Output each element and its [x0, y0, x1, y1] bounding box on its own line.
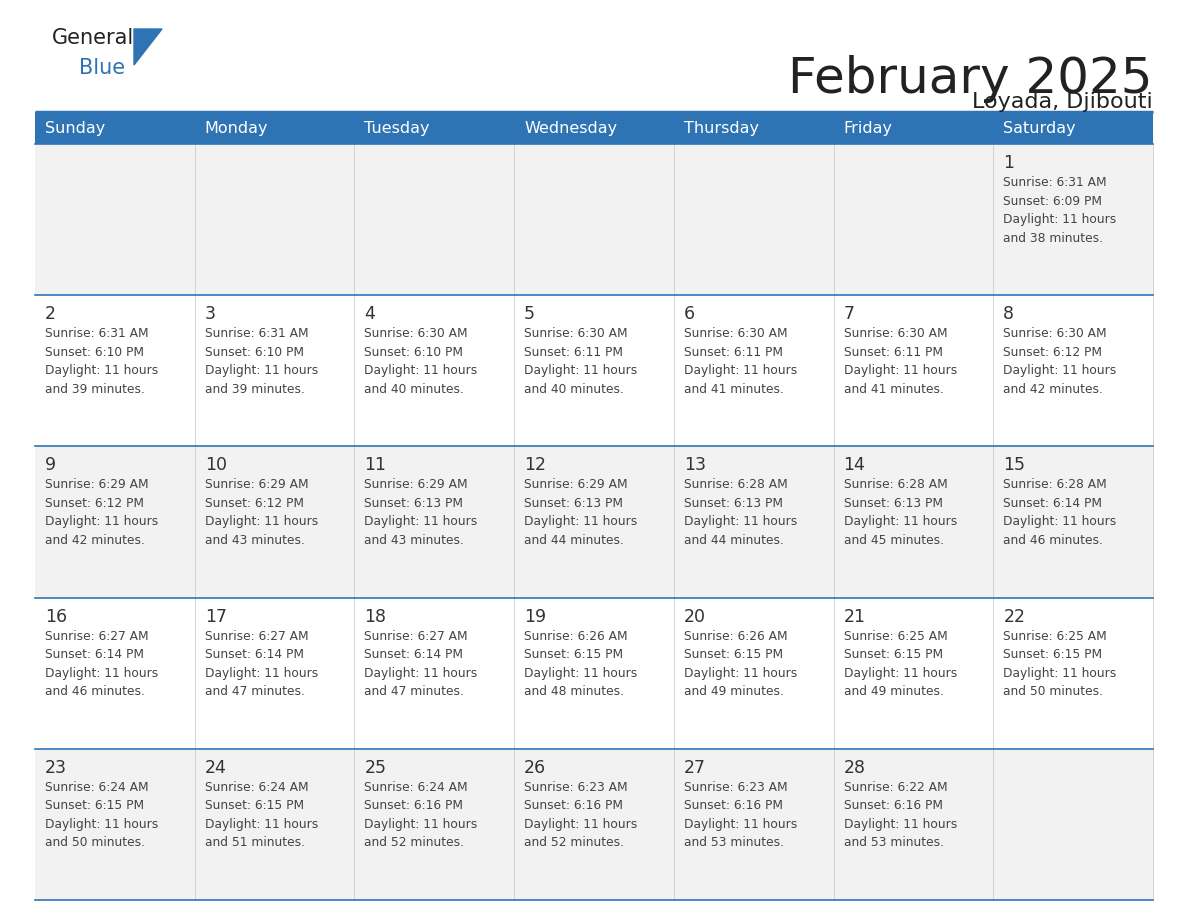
Text: Sunday: Sunday [45, 120, 106, 136]
Text: 6: 6 [684, 305, 695, 323]
Text: Loyada, Djibouti: Loyada, Djibouti [972, 92, 1154, 112]
Text: Sunrise: 6:28 AM
Sunset: 6:13 PM
Daylight: 11 hours
and 44 minutes.: Sunrise: 6:28 AM Sunset: 6:13 PM Dayligh… [684, 478, 797, 547]
Bar [34, 112, 195, 144]
Text: Saturday: Saturday [1004, 120, 1076, 136]
Bar [34, 446, 1154, 598]
Text: Sunrise: 6:30 AM
Sunset: 6:10 PM
Daylight: 11 hours
and 40 minutes.: Sunrise: 6:30 AM Sunset: 6:10 PM Dayligh… [365, 327, 478, 396]
Text: 4: 4 [365, 305, 375, 323]
Bar [354, 112, 514, 144]
Text: Monday: Monday [204, 120, 268, 136]
Text: Tuesday: Tuesday [365, 120, 430, 136]
Text: 8: 8 [1004, 305, 1015, 323]
Text: 2: 2 [45, 305, 56, 323]
Bar [674, 112, 834, 144]
Text: Sunrise: 6:31 AM
Sunset: 6:10 PM
Daylight: 11 hours
and 39 minutes.: Sunrise: 6:31 AM Sunset: 6:10 PM Dayligh… [204, 327, 318, 396]
Text: Sunrise: 6:30 AM
Sunset: 6:11 PM
Daylight: 11 hours
and 41 minutes.: Sunrise: 6:30 AM Sunset: 6:11 PM Dayligh… [843, 327, 956, 396]
Text: Sunrise: 6:30 AM
Sunset: 6:11 PM
Daylight: 11 hours
and 40 minutes.: Sunrise: 6:30 AM Sunset: 6:11 PM Dayligh… [524, 327, 638, 396]
Text: 18: 18 [365, 608, 386, 625]
Text: Sunrise: 6:24 AM
Sunset: 6:15 PM
Daylight: 11 hours
and 50 minutes.: Sunrise: 6:24 AM Sunset: 6:15 PM Dayligh… [45, 781, 158, 849]
Text: Sunrise: 6:27 AM
Sunset: 6:14 PM
Daylight: 11 hours
and 46 minutes.: Sunrise: 6:27 AM Sunset: 6:14 PM Dayligh… [45, 630, 158, 698]
Text: Thursday: Thursday [684, 120, 759, 136]
Text: Sunrise: 6:29 AM
Sunset: 6:13 PM
Daylight: 11 hours
and 43 minutes.: Sunrise: 6:29 AM Sunset: 6:13 PM Dayligh… [365, 478, 478, 547]
Text: Sunrise: 6:27 AM
Sunset: 6:14 PM
Daylight: 11 hours
and 47 minutes.: Sunrise: 6:27 AM Sunset: 6:14 PM Dayligh… [204, 630, 318, 698]
Text: Sunrise: 6:26 AM
Sunset: 6:15 PM
Daylight: 11 hours
and 49 minutes.: Sunrise: 6:26 AM Sunset: 6:15 PM Dayligh… [684, 630, 797, 698]
Bar [514, 112, 674, 144]
Text: 1: 1 [1004, 154, 1015, 172]
Text: Sunrise: 6:29 AM
Sunset: 6:13 PM
Daylight: 11 hours
and 44 minutes.: Sunrise: 6:29 AM Sunset: 6:13 PM Dayligh… [524, 478, 638, 547]
Text: Sunrise: 6:24 AM
Sunset: 6:15 PM
Daylight: 11 hours
and 51 minutes.: Sunrise: 6:24 AM Sunset: 6:15 PM Dayligh… [204, 781, 318, 849]
Text: 9: 9 [45, 456, 56, 475]
Text: Sunrise: 6:31 AM
Sunset: 6:09 PM
Daylight: 11 hours
and 38 minutes.: Sunrise: 6:31 AM Sunset: 6:09 PM Dayligh… [1004, 176, 1117, 244]
Bar [34, 598, 1154, 749]
Text: 19: 19 [524, 608, 546, 625]
Text: Sunrise: 6:28 AM
Sunset: 6:14 PM
Daylight: 11 hours
and 46 minutes.: Sunrise: 6:28 AM Sunset: 6:14 PM Dayligh… [1004, 478, 1117, 547]
Text: Sunrise: 6:30 AM
Sunset: 6:12 PM
Daylight: 11 hours
and 42 minutes.: Sunrise: 6:30 AM Sunset: 6:12 PM Dayligh… [1004, 327, 1117, 396]
Text: 16: 16 [45, 608, 68, 625]
Text: Sunrise: 6:30 AM
Sunset: 6:11 PM
Daylight: 11 hours
and 41 minutes.: Sunrise: 6:30 AM Sunset: 6:11 PM Dayligh… [684, 327, 797, 396]
Text: 28: 28 [843, 759, 866, 777]
Text: 23: 23 [45, 759, 67, 777]
Bar [34, 144, 1154, 296]
Text: Blue: Blue [78, 58, 125, 78]
Text: Friday: Friday [843, 120, 892, 136]
Text: 7: 7 [843, 305, 854, 323]
Text: Sunrise: 6:22 AM
Sunset: 6:16 PM
Daylight: 11 hours
and 53 minutes.: Sunrise: 6:22 AM Sunset: 6:16 PM Dayligh… [843, 781, 956, 849]
Bar [195, 112, 354, 144]
Text: 26: 26 [524, 759, 546, 777]
Text: 10: 10 [204, 456, 227, 475]
Text: 15: 15 [1004, 456, 1025, 475]
Text: February 2025: February 2025 [789, 55, 1154, 103]
Bar [993, 112, 1154, 144]
Text: 17: 17 [204, 608, 227, 625]
Text: Sunrise: 6:29 AM
Sunset: 6:12 PM
Daylight: 11 hours
and 42 minutes.: Sunrise: 6:29 AM Sunset: 6:12 PM Dayligh… [45, 478, 158, 547]
Text: General: General [52, 28, 134, 48]
Text: 11: 11 [365, 456, 386, 475]
Text: 13: 13 [684, 456, 706, 475]
Text: Sunrise: 6:25 AM
Sunset: 6:15 PM
Daylight: 11 hours
and 49 minutes.: Sunrise: 6:25 AM Sunset: 6:15 PM Dayligh… [843, 630, 956, 698]
Text: 14: 14 [843, 456, 865, 475]
Text: 3: 3 [204, 305, 216, 323]
Bar [834, 112, 993, 144]
Text: Sunrise: 6:25 AM
Sunset: 6:15 PM
Daylight: 11 hours
and 50 minutes.: Sunrise: 6:25 AM Sunset: 6:15 PM Dayligh… [1004, 630, 1117, 698]
Polygon shape [134, 29, 162, 65]
Text: 21: 21 [843, 608, 866, 625]
Text: Sunrise: 6:26 AM
Sunset: 6:15 PM
Daylight: 11 hours
and 48 minutes.: Sunrise: 6:26 AM Sunset: 6:15 PM Dayligh… [524, 630, 638, 698]
Text: 27: 27 [684, 759, 706, 777]
Text: 24: 24 [204, 759, 227, 777]
Text: 5: 5 [524, 305, 535, 323]
Text: Sunrise: 6:28 AM
Sunset: 6:13 PM
Daylight: 11 hours
and 45 minutes.: Sunrise: 6:28 AM Sunset: 6:13 PM Dayligh… [843, 478, 956, 547]
Text: Sunrise: 6:24 AM
Sunset: 6:16 PM
Daylight: 11 hours
and 52 minutes.: Sunrise: 6:24 AM Sunset: 6:16 PM Dayligh… [365, 781, 478, 849]
Text: 22: 22 [1004, 608, 1025, 625]
Text: Sunrise: 6:23 AM
Sunset: 6:16 PM
Daylight: 11 hours
and 53 minutes.: Sunrise: 6:23 AM Sunset: 6:16 PM Dayligh… [684, 781, 797, 849]
Text: Sunrise: 6:23 AM
Sunset: 6:16 PM
Daylight: 11 hours
and 52 minutes.: Sunrise: 6:23 AM Sunset: 6:16 PM Dayligh… [524, 781, 638, 849]
Text: 12: 12 [524, 456, 546, 475]
Bar [34, 296, 1154, 446]
Text: Sunrise: 6:29 AM
Sunset: 6:12 PM
Daylight: 11 hours
and 43 minutes.: Sunrise: 6:29 AM Sunset: 6:12 PM Dayligh… [204, 478, 318, 547]
Text: 20: 20 [684, 608, 706, 625]
Text: Sunrise: 6:31 AM
Sunset: 6:10 PM
Daylight: 11 hours
and 39 minutes.: Sunrise: 6:31 AM Sunset: 6:10 PM Dayligh… [45, 327, 158, 396]
Text: 25: 25 [365, 759, 386, 777]
Text: Wednesday: Wednesday [524, 120, 618, 136]
Text: Sunrise: 6:27 AM
Sunset: 6:14 PM
Daylight: 11 hours
and 47 minutes.: Sunrise: 6:27 AM Sunset: 6:14 PM Dayligh… [365, 630, 478, 698]
Bar [34, 749, 1154, 900]
